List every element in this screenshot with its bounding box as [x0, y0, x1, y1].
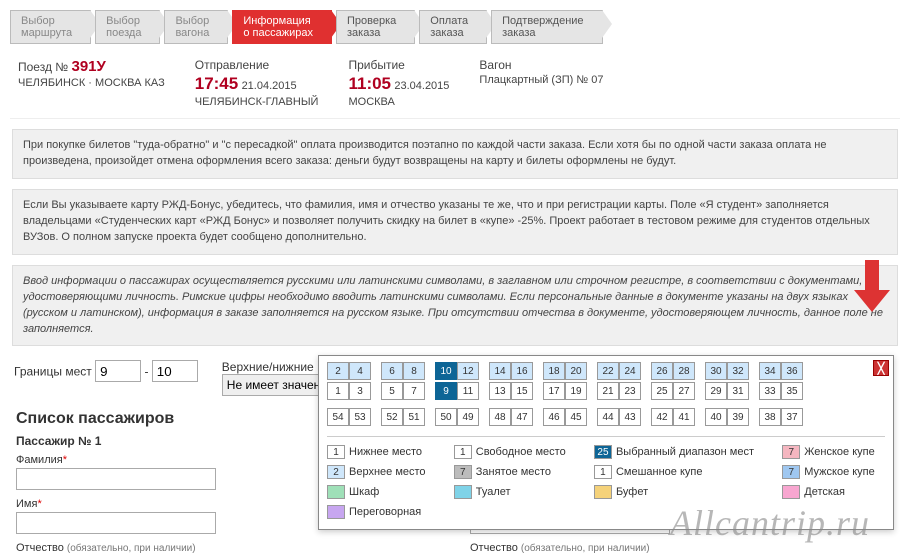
seat-2[interactable]: 2	[327, 362, 349, 380]
seat-34[interactable]: 34	[759, 362, 781, 380]
seat-44[interactable]: 44	[597, 408, 619, 426]
seat-46[interactable]: 46	[543, 408, 565, 426]
seat-14[interactable]: 14	[489, 362, 511, 380]
seat-21[interactable]: 21	[597, 382, 619, 400]
pax1-lastname-input[interactable]	[16, 468, 216, 490]
seat-51[interactable]: 51	[403, 408, 425, 426]
seat-50[interactable]: 50	[435, 408, 457, 426]
crumb-confirm[interactable]: Подтверждениезаказа	[491, 10, 602, 44]
notice-bonus: Если Вы указываете карту РЖД-Бонус, убед…	[12, 189, 898, 255]
summary-departure: Отправление 17:45 21.04.2015 ЧЕЛЯБИНСК-Г…	[195, 58, 319, 108]
breadcrumb: Выбормаршрута Выборпоезда Выборвагона Ин…	[10, 10, 900, 44]
seat-37[interactable]: 37	[781, 408, 803, 426]
seat-36[interactable]: 36	[781, 362, 803, 380]
seat-31[interactable]: 31	[727, 382, 749, 400]
seat-1[interactable]: 1	[327, 382, 349, 400]
seat-7[interactable]: 7	[403, 382, 425, 400]
legend: 1 Нижнее место 1 Свободное место 25 Выбр…	[327, 436, 885, 519]
seat-17[interactable]: 17	[543, 382, 565, 400]
crumb-route[interactable]: Выбормаршрута	[10, 10, 91, 44]
crumb-train[interactable]: Выборпоезда	[95, 10, 160, 44]
seat-29[interactable]: 29	[705, 382, 727, 400]
crumb-check[interactable]: Проверказаказа	[336, 10, 415, 44]
notice-input: Ввод информации о пассажирах осуществляе…	[12, 265, 898, 347]
seat-40[interactable]: 40	[705, 408, 727, 426]
crumb-passengers[interactable]: Информацияо пассажирах	[232, 10, 332, 44]
seat-39[interactable]: 39	[727, 408, 749, 426]
side-seats-row: 5453 5251 5049 4847 4645 4443 4241 4039 3837	[327, 408, 885, 426]
seat-26[interactable]: 26	[651, 362, 673, 380]
seat-15[interactable]: 15	[511, 382, 533, 400]
summary-arrival: Прибытие 11:05 23.04.2015 МОСКВА	[348, 58, 449, 108]
seat-49[interactable]: 49	[457, 408, 479, 426]
seat-54[interactable]: 54	[327, 408, 349, 426]
seat-4[interactable]: 4	[349, 362, 371, 380]
seat-32[interactable]: 32	[727, 362, 749, 380]
seat-18[interactable]: 18	[543, 362, 565, 380]
seat-53[interactable]: 53	[349, 408, 371, 426]
trip-summary: Поезд № 391У ЧЕЛЯБИНСК · МОСКВА КАЗ Отпр…	[10, 52, 900, 119]
seat-10[interactable]: 10	[435, 362, 457, 380]
seat-6[interactable]: 6	[381, 362, 403, 380]
seat-13[interactable]: 13	[489, 382, 511, 400]
seat-to-input[interactable]	[152, 360, 198, 382]
seat-23[interactable]: 23	[619, 382, 641, 400]
seat-11[interactable]: 11	[457, 382, 479, 400]
seat-47[interactable]: 47	[511, 408, 533, 426]
crumb-pay[interactable]: Оплатазаказа	[419, 10, 487, 44]
seat-grid: 2413685710129111416131518201719222421232…	[327, 362, 885, 400]
seat-28[interactable]: 28	[673, 362, 695, 380]
seat-8[interactable]: 8	[403, 362, 425, 380]
seat-52[interactable]: 52	[381, 408, 403, 426]
seat-41[interactable]: 41	[673, 408, 695, 426]
seat-35[interactable]: 35	[781, 382, 803, 400]
seat-48[interactable]: 48	[489, 408, 511, 426]
seat-30[interactable]: 30	[705, 362, 727, 380]
seat-12[interactable]: 12	[457, 362, 479, 380]
seat-3[interactable]: 3	[349, 382, 371, 400]
crumb-car[interactable]: Выборвагона	[164, 10, 228, 44]
seat-22[interactable]: 22	[597, 362, 619, 380]
seat-27[interactable]: 27	[673, 382, 695, 400]
seat-20[interactable]: 20	[565, 362, 587, 380]
seat-33[interactable]: 33	[759, 382, 781, 400]
seat-range: Границы мест -	[14, 360, 198, 382]
summary-train: Поезд № 391У ЧЕЛЯБИНСК · МОСКВА КАЗ	[18, 58, 165, 108]
seat-45[interactable]: 45	[565, 408, 587, 426]
seat-42[interactable]: 42	[651, 408, 673, 426]
summary-car: Вагон Плацкартный (ЗП) № 07	[479, 58, 603, 108]
seat-19[interactable]: 19	[565, 382, 587, 400]
seat-24[interactable]: 24	[619, 362, 641, 380]
seat-43[interactable]: 43	[619, 408, 641, 426]
seatmap-popup: ╳ 24136857101291114161315182017192224212…	[318, 355, 894, 530]
attention-arrow-icon	[865, 260, 879, 290]
seat-5[interactable]: 5	[381, 382, 403, 400]
seat-9[interactable]: 9	[435, 382, 457, 400]
seat-25[interactable]: 25	[651, 382, 673, 400]
pax1-firstname-input[interactable]	[16, 512, 216, 534]
seat-38[interactable]: 38	[759, 408, 781, 426]
close-icon[interactable]: ╳	[873, 360, 889, 376]
seat-16[interactable]: 16	[511, 362, 533, 380]
notice-roundtrip: При покупке билетов "туда-обратно" и "с …	[12, 129, 898, 179]
seat-from-input[interactable]	[95, 360, 141, 382]
